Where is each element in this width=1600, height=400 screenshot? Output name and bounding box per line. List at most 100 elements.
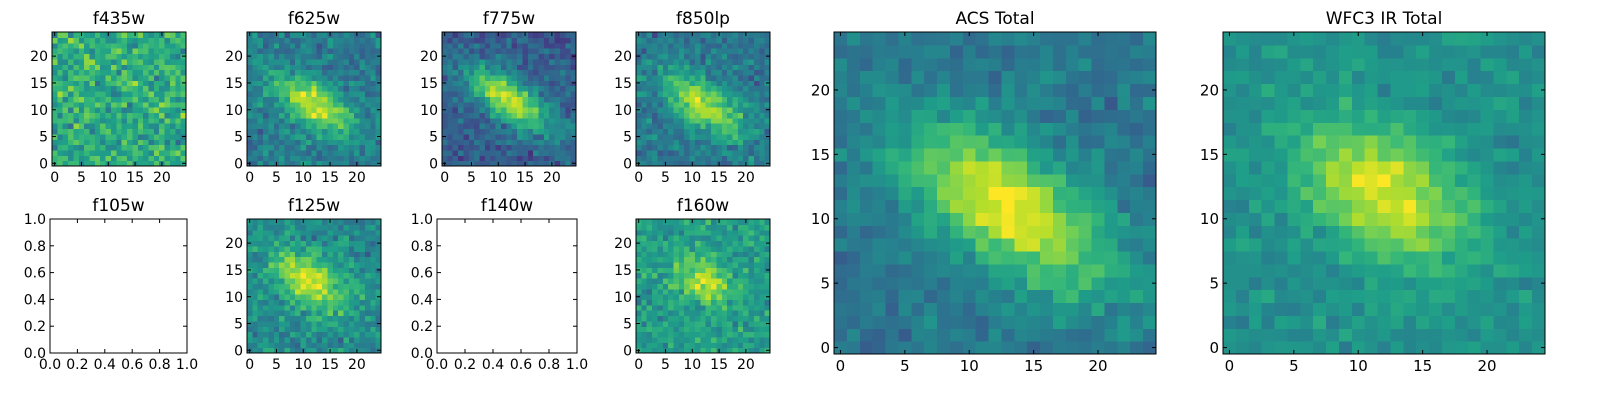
pixel (316, 315, 323, 322)
pixel (885, 109, 899, 123)
pixel (721, 315, 728, 322)
pixel (1403, 289, 1417, 304)
pixel (975, 83, 990, 97)
pixel (137, 64, 144, 71)
pixel (668, 32, 675, 38)
pixel (159, 58, 166, 65)
pixel (73, 160, 80, 167)
pixel (78, 128, 85, 135)
pixel (727, 219, 734, 225)
pixel (705, 347, 712, 354)
pixel (175, 64, 182, 71)
pixel (1065, 186, 1080, 201)
pixel (1001, 57, 1015, 72)
pixel (711, 133, 717, 140)
pixel (988, 199, 1003, 213)
pixel (673, 139, 680, 146)
pixel (689, 42, 696, 49)
pixel (689, 107, 696, 113)
pixel (94, 144, 101, 151)
pixel (284, 160, 291, 167)
pixel (137, 74, 144, 81)
pixel (641, 310, 648, 317)
pixel (348, 229, 355, 236)
pixel (1454, 212, 1469, 226)
pixel (700, 32, 707, 38)
pixel (78, 123, 85, 130)
pixel (354, 304, 361, 311)
pixel (257, 101, 264, 108)
pixel (474, 133, 481, 140)
pixel (175, 123, 182, 130)
pixel (1117, 328, 1131, 342)
pixel (348, 74, 355, 81)
pixel (898, 276, 912, 291)
pixel (506, 90, 513, 97)
pixel (678, 53, 685, 60)
pixel (924, 199, 938, 213)
pixel (559, 144, 566, 151)
pixel (284, 294, 291, 300)
pixel (159, 155, 166, 162)
pixel (743, 144, 750, 151)
pixel (937, 147, 951, 162)
pixel (898, 96, 912, 110)
pixel (700, 304, 707, 311)
pixel (284, 240, 291, 247)
pixel (121, 144, 128, 151)
pixel (1235, 289, 1250, 304)
pixel (180, 32, 187, 38)
pixel (543, 85, 550, 92)
pixel (284, 74, 291, 81)
pixel (748, 160, 755, 167)
pixel (1001, 109, 1015, 123)
pixel (859, 32, 874, 46)
pixel (94, 149, 101, 156)
pixel (132, 101, 139, 108)
pixel (490, 48, 497, 55)
pixel (78, 101, 85, 108)
pixel (1235, 302, 1250, 316)
pixel (164, 58, 171, 65)
pixel (700, 267, 707, 274)
pixel (543, 58, 550, 65)
pixel (311, 53, 318, 60)
pixel (872, 250, 887, 265)
pixel (68, 85, 75, 92)
pixel (652, 117, 659, 124)
y-tick-label: 15 (614, 76, 632, 92)
pixel (937, 199, 951, 213)
pixel (737, 342, 744, 349)
pixel (517, 90, 523, 97)
pixel (300, 240, 307, 247)
pixel (354, 261, 361, 268)
pixel (753, 299, 760, 306)
pixel (295, 144, 302, 151)
pixel (570, 139, 577, 146)
pixel (721, 326, 728, 333)
pixel (105, 128, 112, 135)
pixel (94, 37, 101, 44)
pixel (327, 101, 334, 108)
pixel (327, 117, 334, 124)
pixel (364, 32, 371, 38)
pixel (484, 48, 491, 55)
pixel (62, 64, 69, 71)
pixel (175, 101, 182, 108)
pixel (652, 160, 659, 167)
pixel (463, 112, 470, 119)
pixel (279, 256, 286, 263)
pixel (474, 128, 481, 135)
pixel (949, 122, 964, 136)
pixel (846, 328, 861, 342)
pixel (164, 53, 171, 60)
pixel (364, 42, 371, 49)
pixel (1429, 289, 1443, 304)
pixel (268, 245, 275, 252)
pixel (57, 112, 64, 119)
pixel (764, 256, 771, 263)
pixel (716, 101, 723, 108)
pixel (327, 326, 334, 333)
pixel (1091, 160, 1106, 175)
pixel (463, 58, 470, 65)
